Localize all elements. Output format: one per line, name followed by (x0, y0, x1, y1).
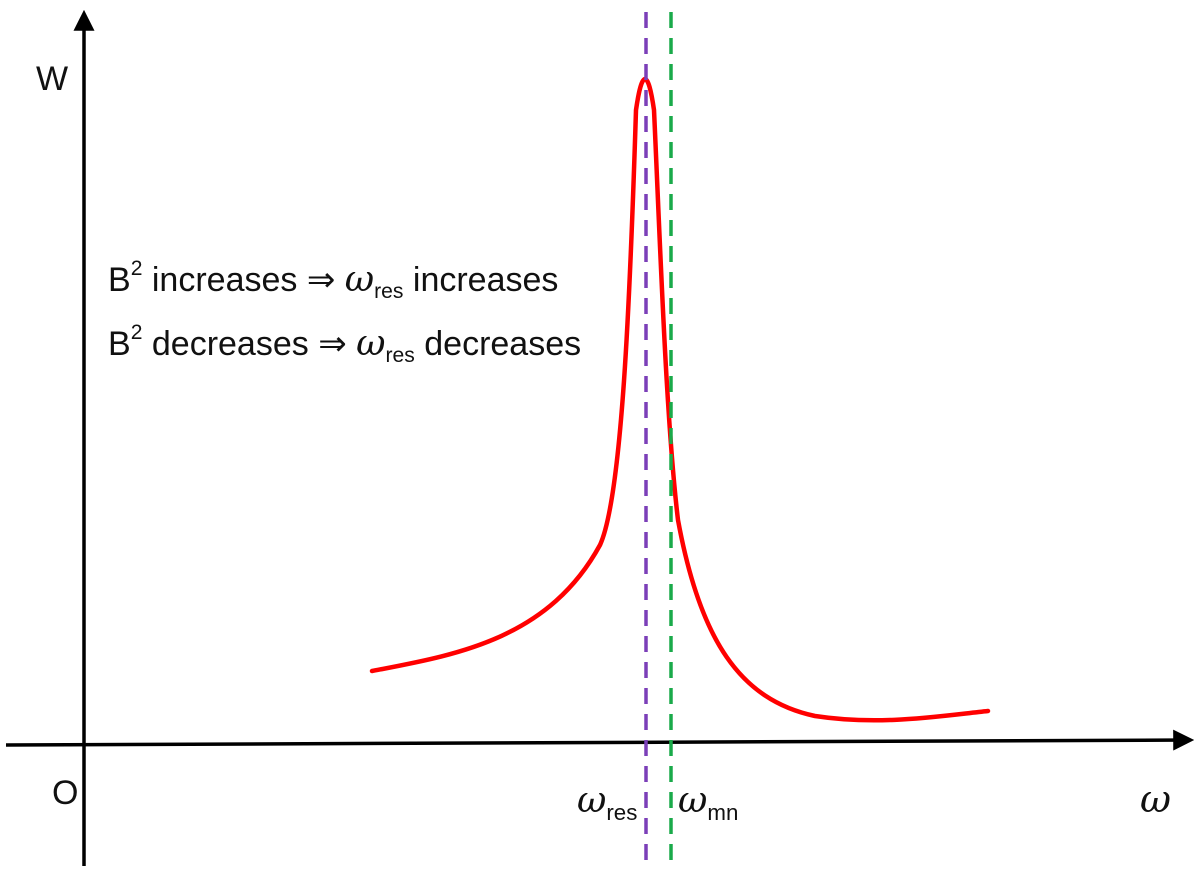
note-increase: B2 increases ⇒ ωres increases (108, 258, 558, 302)
note-symbol: ω (344, 258, 375, 300)
note-sup: 2 (130, 257, 143, 280)
note-decrease: B2 decreases ⇒ ωres decreases (108, 322, 581, 366)
resonance-curve (369, 76, 991, 723)
note-result: decreases (424, 324, 582, 363)
y-axis-label: W (36, 60, 69, 98)
implies-arrow: ⇒ (306, 260, 336, 299)
note-subscript: res (385, 344, 415, 368)
note-base: B (108, 324, 131, 363)
omega-mn-symbol: ω (678, 780, 708, 821)
omega-res-label: ωres (577, 783, 637, 824)
origin-label: O (52, 774, 79, 812)
note-verb: increases (151, 260, 298, 299)
note-verb: decreases (151, 324, 309, 363)
note-base: B (108, 260, 131, 299)
x-axis-label: ω (1140, 777, 1171, 821)
note-result: increases (412, 260, 559, 299)
x-axis (5, 729, 1195, 751)
note-sup: 2 (130, 321, 143, 344)
omega-mn-subscript: mn (707, 799, 739, 825)
omega-res-symbol: ω (577, 780, 607, 821)
omega-res-subscript: res (606, 799, 638, 825)
note-symbol: ω (356, 322, 386, 364)
omega-mn-label: ωmn (678, 783, 738, 824)
implies-arrow: ⇒ (318, 324, 347, 363)
note-subscript: res (374, 280, 404, 304)
